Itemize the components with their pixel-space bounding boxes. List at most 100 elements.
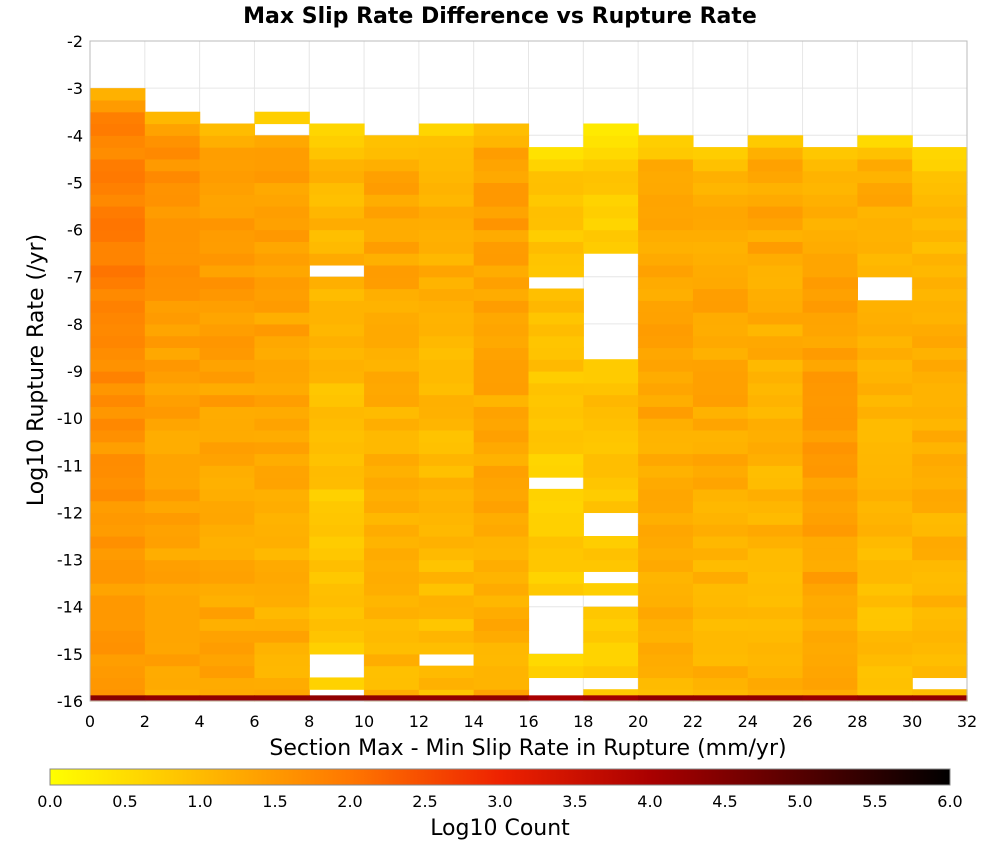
heatmap-cell [254,583,310,596]
heatmap-cell [144,241,201,254]
heatmap-cell [364,653,420,667]
heatmap-cell [144,583,201,596]
heatmap-cell [473,477,530,490]
heatmap-cell [364,618,420,631]
heatmap-cell [528,323,584,337]
heatmap-cell [857,147,913,160]
y-tick-label: -15 [57,645,83,664]
heatmap-cell [309,312,365,325]
heatmap-cell [747,441,804,455]
x-tick-label: 16 [518,712,538,731]
heatmap-cell [912,300,968,313]
heatmap-cell [528,158,584,172]
heatmap-cell [802,264,858,278]
heatmap-cell [473,276,530,290]
heatmap-cell [473,618,530,631]
heatmap-cell [254,111,310,125]
heatmap-cell [638,606,694,620]
y-axis-title: Log10 Rupture Rate (/yr) [24,234,49,506]
heatmap-cell [528,488,584,502]
colorbar-tick-label: 3.5 [562,792,587,811]
heatmap-cell [144,512,201,525]
heatmap-cell [199,135,256,148]
heatmap-cell [583,618,639,631]
heatmap-cell [692,677,749,690]
plot-frame [89,40,968,702]
heatmap-cell [692,335,749,349]
heatmap-cell [144,194,201,207]
heatmap-cell [802,323,858,337]
heatmap-cell [638,276,694,290]
heatmap-cell [857,677,913,690]
heatmap-cell [528,170,584,184]
heatmap-cell [912,465,968,478]
heatmap-cell [418,695,475,701]
heatmap-cell [364,288,420,301]
heatmap-cell [309,158,365,172]
heatmap-cell [528,347,584,360]
heatmap-cell [857,312,913,325]
heatmap-cell [638,394,694,407]
heatmap-cell [747,182,804,195]
heatmap-cell [583,488,639,502]
heatmap-cell [802,512,858,525]
heatmap-cell [418,594,475,608]
heatmap-cell [692,524,749,537]
heatmap-cell [199,642,256,655]
colorbar-label: Log10 Count [430,816,570,841]
heatmap-cell [144,642,201,655]
y-tick-label: -6 [67,221,83,240]
heatmap-cell [857,359,913,372]
heatmap-cell [418,547,475,561]
heatmap-cell [364,524,420,537]
heatmap-cell [912,630,968,643]
heatmap-cell [912,241,968,254]
heatmap-cell [90,347,146,360]
heatmap-cell [364,500,420,514]
heatmap-cell [144,630,201,643]
x-tick-label: 26 [792,712,812,731]
heatmap-cell [254,677,310,690]
heatmap-cell [912,288,968,301]
heatmap-cell [199,371,256,384]
heatmap-cell [309,630,365,643]
heatmap-cell [309,406,365,419]
heatmap-cell [802,206,858,219]
heatmap-cell [309,606,365,620]
heatmap-cell [90,88,146,101]
heatmap-cell [912,642,968,655]
heatmap-cell [692,665,749,679]
heatmap-cell [912,406,968,419]
heatmap-cell [747,695,804,701]
heatmap-cell [199,335,256,349]
heatmap-cell [199,276,256,290]
heatmap-cell [912,653,968,667]
heatmap-cell [747,547,804,561]
heatmap-cell [254,300,310,313]
heatmap-cell [418,665,475,679]
heatmap-cell [254,147,310,160]
heatmap-cell [364,630,420,643]
heatmap-cell [857,453,913,466]
heatmap-cell [912,276,968,290]
heatmap-cell [418,253,475,266]
heatmap-cell [912,441,968,455]
heatmap-cell [802,559,858,572]
heatmap-cell [90,288,146,301]
heatmap-cell [638,418,694,431]
heatmap-cell [912,594,968,608]
heatmap-cell [528,695,584,701]
heatmap-cell [528,371,584,384]
heatmap-cell [747,241,804,254]
y-tick-label: -16 [57,692,83,711]
heatmap-cell [692,606,749,620]
heatmap-cell [912,512,968,525]
heatmap-cell [638,241,694,254]
heatmap-cell [199,547,256,561]
heatmap-cell [912,182,968,195]
heatmap-cell [638,453,694,466]
heatmap-cell [309,123,365,136]
heatmap-cell [638,264,694,278]
heatmap-cell [473,406,530,419]
heatmap-cell [857,135,913,148]
